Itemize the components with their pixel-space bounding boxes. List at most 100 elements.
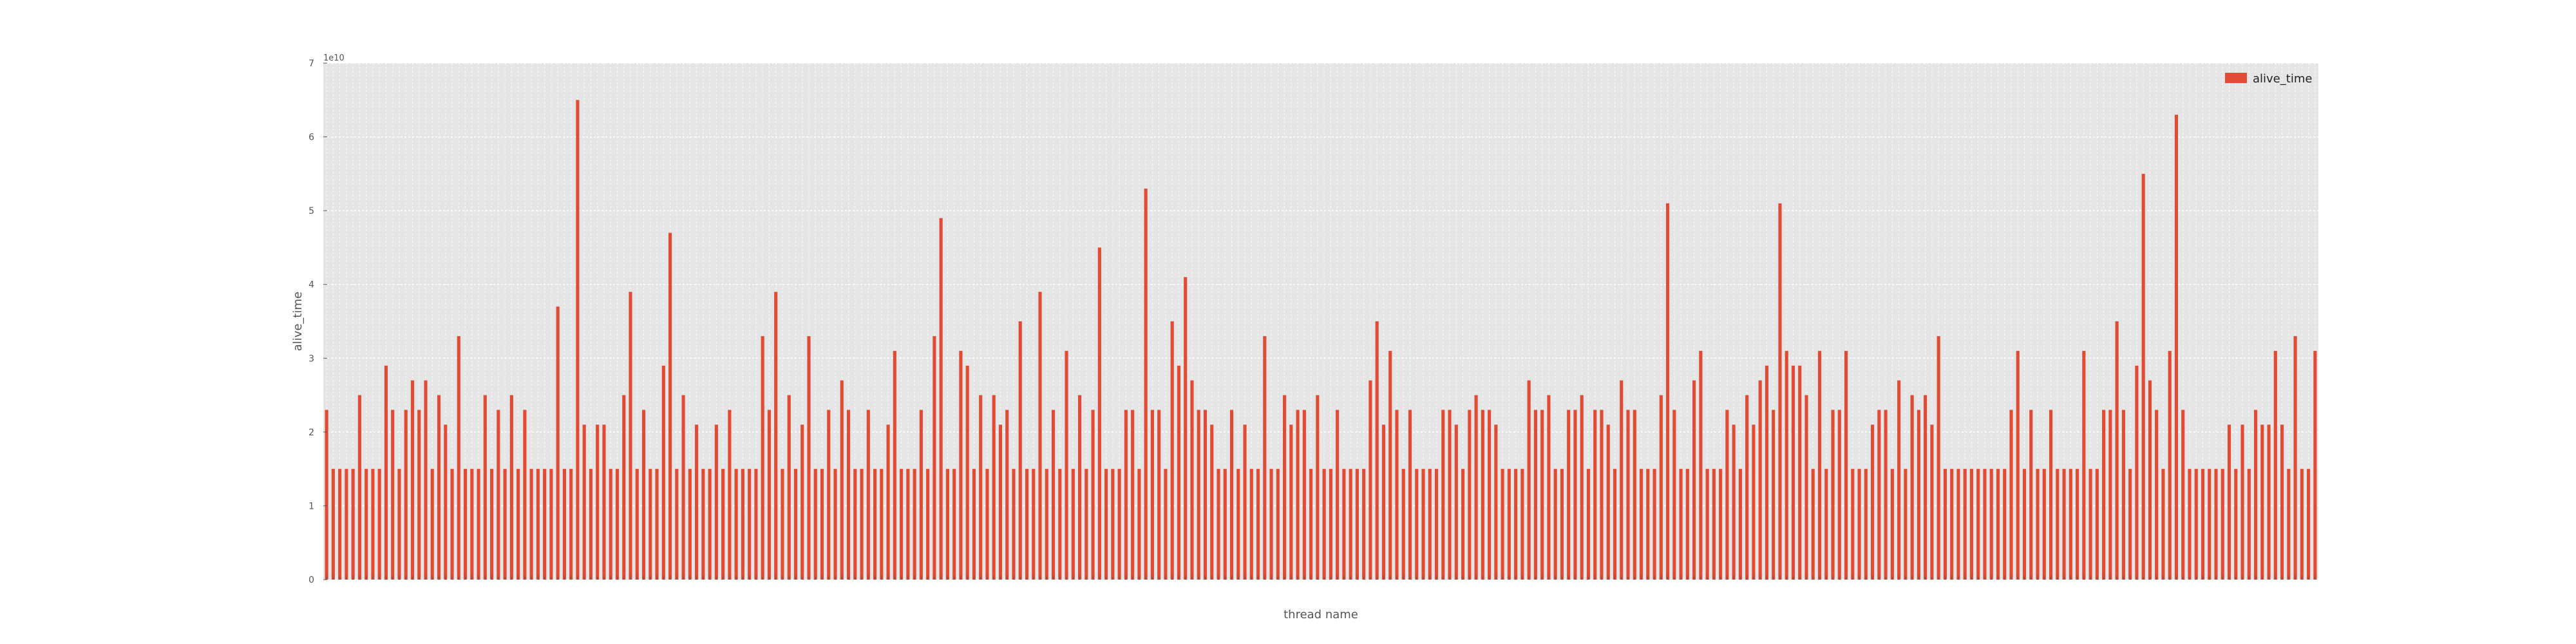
bar [1362, 469, 1366, 580]
bar [1468, 410, 1472, 580]
bar [2240, 424, 2244, 580]
bar [1837, 410, 1841, 580]
bar [734, 469, 738, 580]
bar [1276, 469, 1280, 580]
bar [1685, 469, 1689, 580]
bar [2247, 469, 2251, 580]
bar [536, 469, 540, 580]
bar [1665, 203, 1670, 580]
bar [2128, 469, 2132, 580]
bar [1950, 469, 1954, 580]
bar [985, 469, 989, 580]
bar [589, 469, 593, 580]
bar [615, 469, 620, 580]
y-axis-label: alive_time [291, 292, 305, 351]
bar [1032, 469, 1036, 580]
bar [675, 469, 679, 580]
bar [1229, 410, 1234, 580]
bar [1236, 469, 1240, 580]
bar [1355, 469, 1359, 580]
bar [1924, 395, 1927, 580]
bar [820, 469, 824, 580]
bar [345, 469, 348, 580]
bar [1249, 469, 1253, 580]
bar [1283, 395, 1287, 580]
bar [952, 469, 956, 580]
bar [444, 424, 448, 580]
y-tick-label: 1 [308, 501, 314, 511]
bar [992, 395, 996, 580]
bar [1871, 424, 1875, 580]
bar [840, 380, 844, 580]
bar [1302, 410, 1306, 580]
bar [1580, 395, 1584, 580]
bar [728, 410, 732, 580]
bar [793, 469, 798, 580]
bar [2300, 469, 2304, 580]
bar [761, 336, 764, 580]
bar [1772, 410, 1776, 580]
bar [866, 410, 870, 580]
bar [1738, 469, 1742, 580]
bar [681, 395, 685, 580]
bar [1593, 410, 1597, 580]
bar [2260, 424, 2264, 580]
bar [906, 469, 910, 580]
bar [1758, 380, 1762, 580]
bar [1071, 469, 1075, 580]
bar [1012, 469, 1016, 580]
bar [1091, 410, 1095, 580]
bar [2287, 469, 2291, 580]
bar [813, 469, 817, 580]
bar [2221, 469, 2224, 580]
bar [893, 350, 896, 580]
bar [933, 336, 936, 580]
bar [2102, 410, 2106, 580]
bar [1441, 410, 1445, 580]
y-tick-label: 7 [308, 59, 314, 69]
bar [1745, 395, 1749, 580]
bar [833, 469, 837, 580]
bar [1540, 410, 1544, 580]
bar [1097, 247, 1101, 580]
bar [886, 424, 890, 580]
bar [596, 424, 600, 580]
bar [1217, 469, 1220, 580]
bar [1051, 410, 1056, 580]
bar [2069, 469, 2072, 580]
bar [1454, 424, 1458, 580]
bar [1653, 469, 1656, 580]
bar [1969, 469, 1974, 580]
bar [1917, 410, 1920, 580]
bar [1943, 469, 1947, 580]
bar [1322, 469, 1326, 580]
legend-label: alive_time [2253, 72, 2312, 86]
bar [1844, 350, 1848, 580]
bar [1937, 336, 1940, 580]
bar [1197, 410, 1200, 580]
bar [1884, 410, 1888, 580]
bar [1408, 410, 1412, 580]
bar [2194, 469, 2198, 580]
y-axis-offset-text: 1e10 [323, 53, 345, 63]
bar [1368, 380, 1372, 580]
bar [1890, 469, 1894, 580]
bar [477, 469, 480, 580]
bar [1329, 469, 1332, 580]
bar [1699, 350, 1703, 580]
bar [1732, 424, 1736, 580]
bar [939, 218, 943, 580]
bar [2062, 469, 2066, 580]
bar [483, 395, 487, 580]
bar [437, 395, 441, 580]
bar [635, 469, 639, 580]
bar [1349, 469, 1352, 580]
bar [1791, 365, 1795, 580]
bar [1481, 410, 1484, 580]
bar [1824, 469, 1828, 580]
bar [2029, 410, 2033, 580]
bar [516, 469, 520, 580]
bar [1243, 424, 1247, 580]
bar [325, 410, 328, 580]
bar [1157, 410, 1161, 580]
